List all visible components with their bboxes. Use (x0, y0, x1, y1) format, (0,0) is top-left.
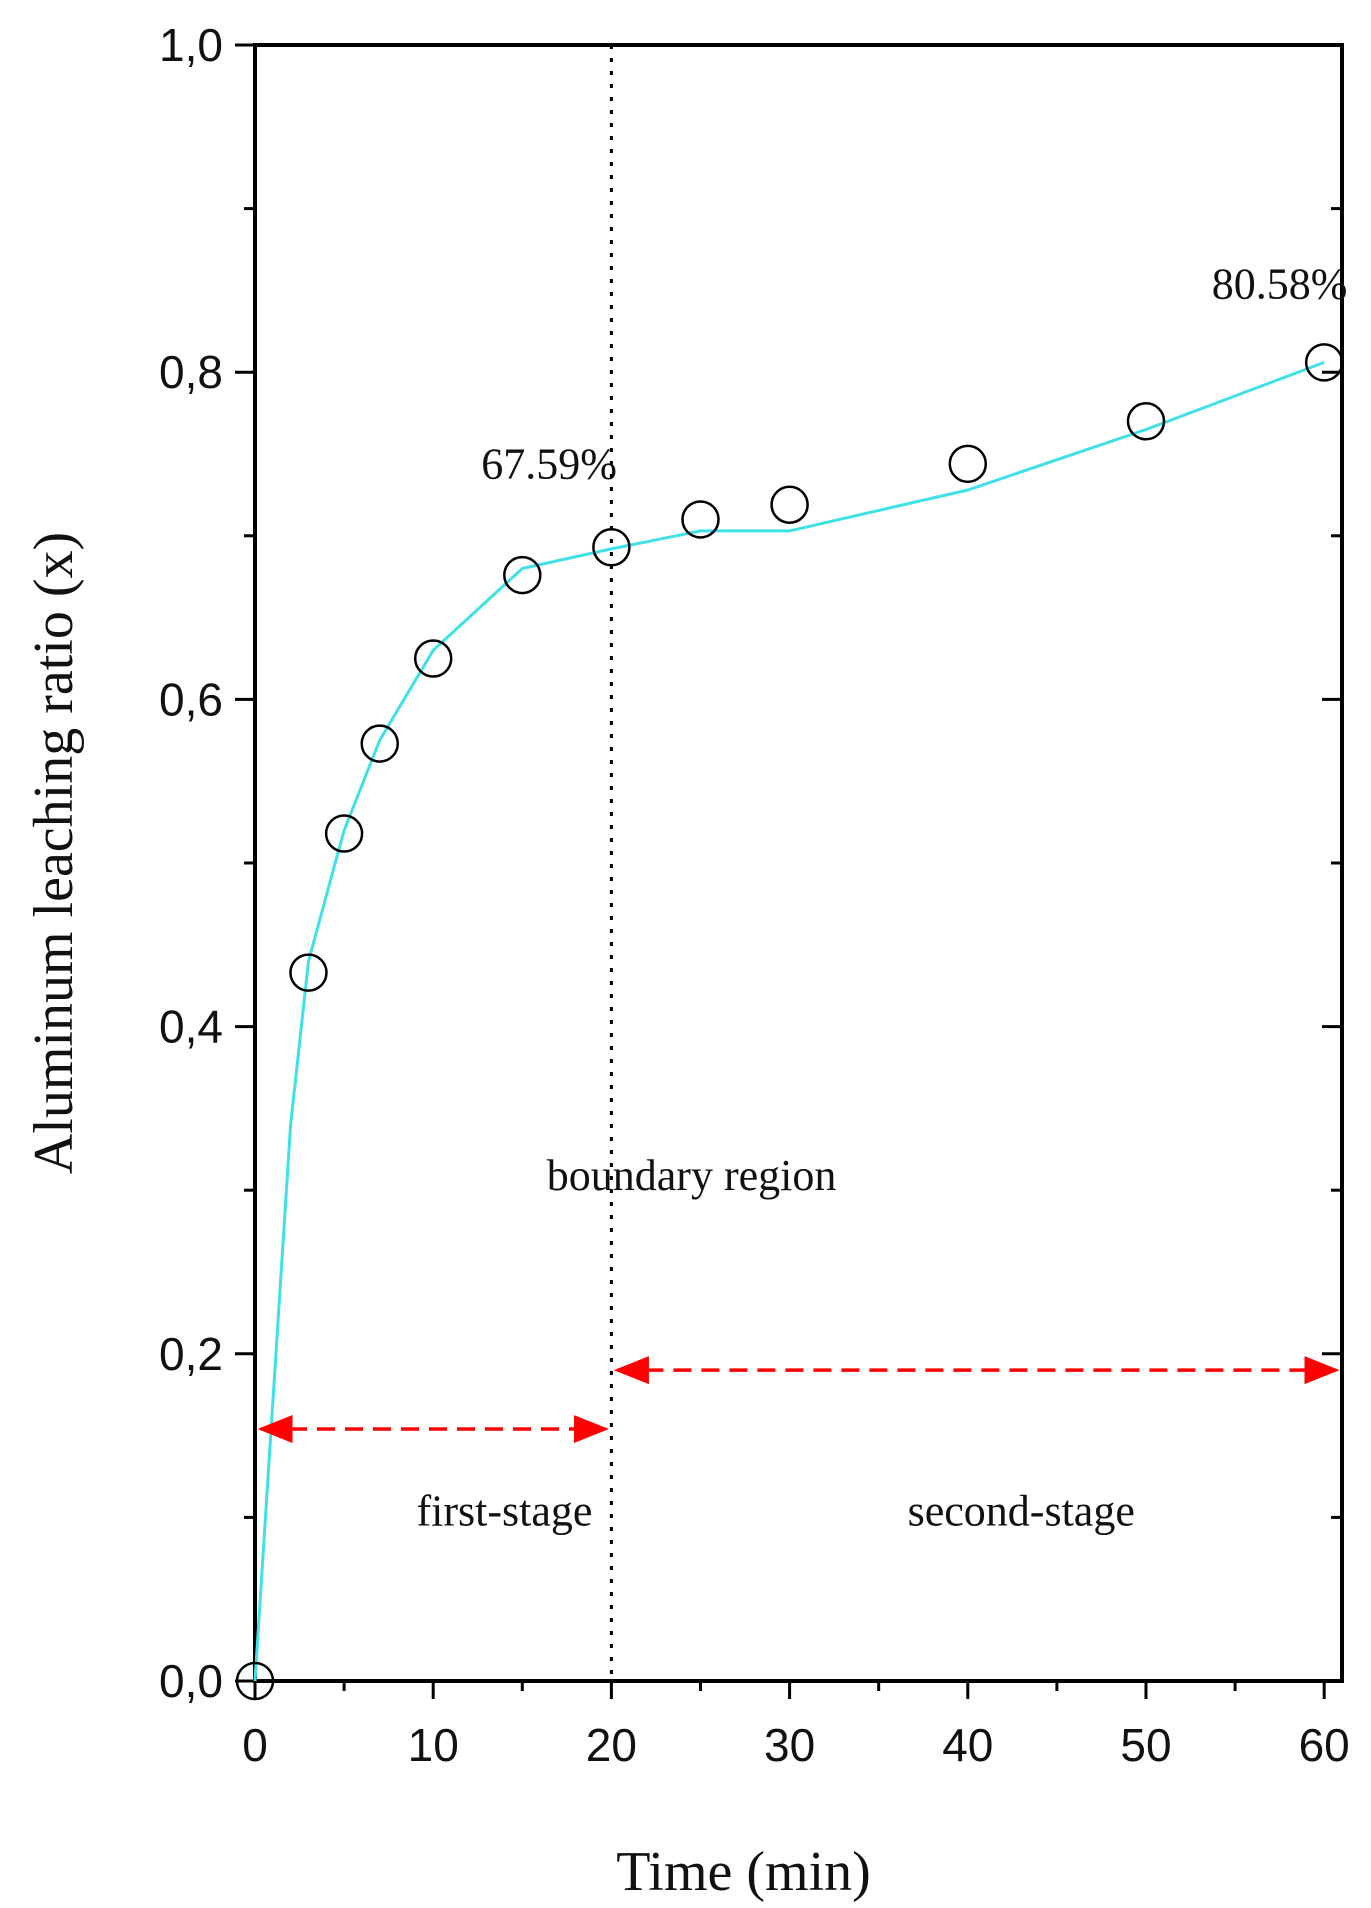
plot-frame (253, 43, 1344, 1683)
annotation-label: 80.58% (1212, 260, 1348, 309)
y-tick-label: 0,8 (159, 346, 223, 398)
data-point (681, 500, 720, 539)
data-point (503, 555, 542, 595)
data-point (1126, 402, 1166, 441)
annotation-label: first-stage (417, 1487, 593, 1536)
x-tick-label: 40 (942, 1719, 993, 1771)
annotation-label: boundary region (547, 1151, 837, 1200)
x-tick-label: 30 (764, 1719, 815, 1771)
data-point (948, 444, 988, 484)
annotation-label: 67.59% (481, 440, 617, 489)
x-tick-label: 50 (1120, 1719, 1171, 1771)
data-point (324, 814, 364, 853)
y-tick-label: 0,2 (159, 1328, 223, 1380)
data-point (235, 1661, 275, 1701)
data-point (770, 485, 809, 524)
data-point (1304, 343, 1344, 382)
x-axis-title: Time (min) (616, 1841, 871, 1903)
fit-curve (253, 360, 1325, 1682)
data-point (592, 528, 631, 567)
x-tick-label: 20 (586, 1719, 637, 1771)
y-tick-label: 0,6 (159, 673, 223, 725)
y-tick-label: 1,0 (159, 19, 223, 71)
data-point (360, 724, 399, 763)
annotation-label: second-stage (908, 1487, 1135, 1536)
data-point (413, 639, 453, 678)
y-tick-label: 0,4 (159, 1001, 223, 1053)
x-tick-label: 60 (1299, 1719, 1350, 1771)
y-axis-title: Aluminum leaching ratio (x) (23, 532, 85, 1174)
data-point (289, 953, 328, 992)
x-tick-label: 10 (408, 1719, 459, 1771)
y-tick-label: 0,0 (159, 1655, 223, 1707)
x-tick-label: 0 (242, 1719, 268, 1771)
